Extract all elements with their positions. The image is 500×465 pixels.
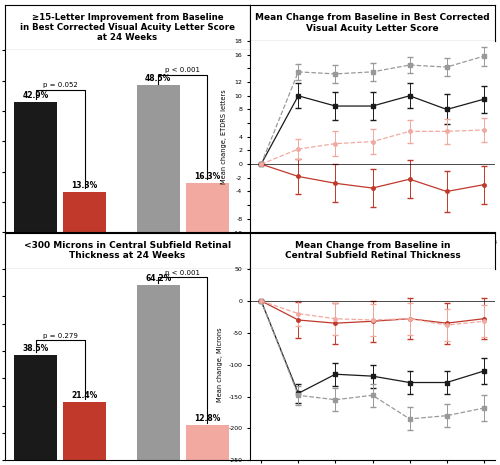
Text: p < 0.001: p < 0.001	[165, 67, 200, 73]
Text: p < 0.001: p < 0.001	[165, 270, 200, 276]
Text: Mean Change from Baseline in Best Corrected
Visual Acuity Letter Score: Mean Change from Baseline in Best Correc…	[255, 13, 490, 33]
Bar	[63, 192, 106, 232]
Text: 38.5%: 38.5%	[22, 344, 49, 353]
Bar	[136, 85, 180, 232]
Bar	[14, 355, 57, 460]
Y-axis label: Mean change, ETDRS letters: Mean change, ETDRS letters	[221, 89, 227, 184]
Y-axis label: Mean change, Microns: Mean change, Microns	[217, 327, 223, 402]
Bar	[186, 425, 228, 460]
Text: Mean Change from Baseline in
Central Subfield Retinal Thickness: Mean Change from Baseline in Central Sub…	[284, 241, 461, 260]
Bar	[63, 402, 106, 460]
Bar	[136, 285, 180, 460]
Text: <300 Microns in Central Subfield Retinal
Thickness at 24 Weeks: <300 Microns in Central Subfield Retinal…	[24, 241, 231, 260]
Text: 21.4%: 21.4%	[72, 391, 98, 399]
Legend: CLS-TA + Systemic Therapy (N=28), Control + Systemic Therapy (N=15), CLS-TA + No: CLS-TA + Systemic Therapy (N=28), Contro…	[252, 298, 462, 314]
Bar	[14, 102, 57, 232]
Text: 13.3%: 13.3%	[72, 181, 98, 190]
Text: 16.3%: 16.3%	[194, 172, 220, 180]
Legend: CLS-TA + Systemic Therapy (N=28), Control + Systemic Therapy (N=15), CLS-TA + No: CLS-TA + Systemic Therapy (N=28), Contro…	[8, 290, 230, 306]
Text: ≥15-Letter Improvement from Baseline
in Best Corrected Visual Acuity Letter Scor: ≥15-Letter Improvement from Baseline in …	[20, 13, 235, 42]
Text: Error bars represent■one standard error of the mean.: Error bars represent■one standard error …	[250, 328, 384, 333]
Text: p = 0.052: p = 0.052	[43, 82, 78, 88]
Text: 12.8%: 12.8%	[194, 414, 220, 423]
Bar	[186, 183, 228, 232]
Text: 48.5%: 48.5%	[145, 74, 171, 83]
Text: 64.2%: 64.2%	[145, 273, 171, 283]
Text: 42.9%: 42.9%	[22, 91, 49, 100]
Text: p = 0.279: p = 0.279	[42, 333, 78, 339]
